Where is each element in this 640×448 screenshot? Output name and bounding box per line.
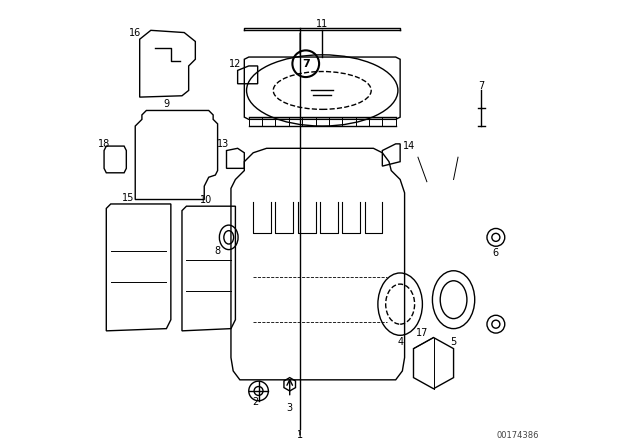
Text: 8: 8 xyxy=(214,246,221,256)
Text: 10: 10 xyxy=(200,194,212,205)
Text: 7: 7 xyxy=(478,81,484,91)
Text: 2: 2 xyxy=(252,397,259,407)
Text: 17: 17 xyxy=(416,328,429,338)
Text: 14: 14 xyxy=(403,141,415,151)
Text: 1: 1 xyxy=(297,431,303,440)
Text: 7: 7 xyxy=(302,59,310,69)
Text: 4: 4 xyxy=(397,337,403,347)
Text: 9: 9 xyxy=(163,99,170,109)
Text: 12: 12 xyxy=(229,59,241,69)
Text: 13: 13 xyxy=(217,139,229,149)
Text: 18: 18 xyxy=(98,139,110,149)
Text: 6: 6 xyxy=(493,248,499,258)
Text: 16: 16 xyxy=(129,28,141,38)
Text: 5: 5 xyxy=(451,337,457,347)
Text: 11: 11 xyxy=(316,19,328,29)
Text: 00174386: 00174386 xyxy=(497,431,540,440)
Text: 15: 15 xyxy=(122,193,135,203)
Text: 3: 3 xyxy=(287,403,292,414)
